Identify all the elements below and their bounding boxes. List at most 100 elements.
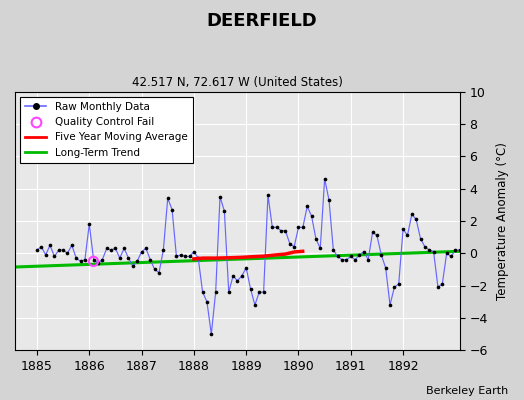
Point	[308, 213, 316, 219]
Point	[33, 247, 41, 253]
Point	[255, 289, 264, 295]
Point	[272, 224, 281, 230]
Legend: Raw Monthly Data, Quality Control Fail, Five Year Moving Average, Long-Term Tren: Raw Monthly Data, Quality Control Fail, …	[20, 97, 192, 163]
Point	[242, 265, 250, 271]
Point	[421, 244, 429, 250]
Point	[98, 256, 106, 263]
Point	[77, 258, 85, 264]
Point	[338, 256, 346, 263]
Point	[359, 248, 368, 255]
Point	[89, 258, 97, 264]
Point	[417, 236, 425, 242]
Point	[203, 298, 211, 305]
Point	[312, 236, 320, 242]
Point	[364, 256, 373, 263]
Point	[438, 281, 446, 287]
Text: Berkeley Earth: Berkeley Earth	[426, 386, 508, 396]
Point	[368, 229, 377, 236]
Point	[377, 252, 386, 258]
Point	[137, 248, 146, 255]
Point	[129, 263, 137, 269]
Point	[199, 289, 207, 295]
Point	[155, 270, 163, 276]
Title: 42.517 N, 72.617 W (United States): 42.517 N, 72.617 W (United States)	[132, 76, 343, 89]
Point	[103, 245, 111, 252]
Point	[447, 253, 455, 260]
Point	[94, 260, 102, 266]
Point	[451, 247, 460, 253]
Point	[381, 265, 390, 271]
Point	[50, 253, 59, 260]
Point	[342, 256, 351, 263]
Point	[150, 266, 159, 273]
Point	[81, 256, 89, 263]
Point	[399, 226, 407, 232]
Point	[133, 258, 141, 264]
Point	[434, 284, 442, 290]
Point	[303, 203, 311, 210]
Point	[264, 192, 272, 198]
Point	[177, 252, 185, 258]
Point	[373, 232, 381, 239]
Point	[351, 256, 359, 263]
Point	[390, 284, 399, 290]
Point	[408, 211, 416, 218]
Point	[168, 206, 176, 213]
Point	[72, 255, 80, 261]
Point	[346, 253, 355, 260]
Point	[412, 216, 420, 222]
Point	[333, 253, 342, 260]
Point	[163, 195, 172, 202]
Point	[185, 253, 194, 260]
Point	[146, 256, 155, 263]
Point	[425, 247, 433, 253]
Point	[355, 252, 364, 258]
Point	[85, 221, 93, 227]
Point	[316, 245, 324, 252]
Point	[212, 289, 220, 295]
Point	[250, 302, 259, 308]
Point	[111, 245, 119, 252]
Point	[172, 253, 181, 260]
Point	[455, 247, 464, 253]
Point	[237, 273, 246, 279]
Point	[233, 278, 242, 284]
Point	[90, 256, 98, 263]
Point	[225, 289, 233, 295]
Point	[68, 242, 76, 248]
Point	[107, 247, 115, 253]
Point	[124, 255, 133, 261]
Point	[321, 176, 329, 182]
Point	[325, 197, 333, 203]
Point	[41, 252, 50, 258]
Point	[120, 245, 128, 252]
Point	[246, 286, 255, 292]
Point	[59, 247, 67, 253]
Point	[329, 247, 337, 253]
Point	[220, 208, 228, 214]
Point	[216, 194, 224, 200]
Point	[442, 250, 451, 256]
Point	[259, 289, 268, 295]
Point	[190, 248, 198, 255]
Point	[54, 247, 63, 253]
Point	[229, 273, 237, 279]
Point	[181, 253, 189, 260]
Point	[194, 255, 202, 261]
Point	[290, 244, 298, 250]
Point	[281, 228, 290, 234]
Point	[46, 242, 54, 248]
Point	[299, 224, 307, 230]
Point	[403, 232, 412, 239]
Point	[159, 247, 168, 253]
Y-axis label: Temperature Anomaly (°C): Temperature Anomaly (°C)	[496, 142, 509, 300]
Point	[277, 228, 285, 234]
Point	[294, 224, 303, 230]
Point	[141, 245, 150, 252]
Point	[386, 302, 394, 308]
Point	[429, 248, 438, 255]
Point	[63, 250, 72, 256]
Point	[37, 244, 46, 250]
Point	[207, 331, 215, 337]
Point	[116, 255, 124, 261]
